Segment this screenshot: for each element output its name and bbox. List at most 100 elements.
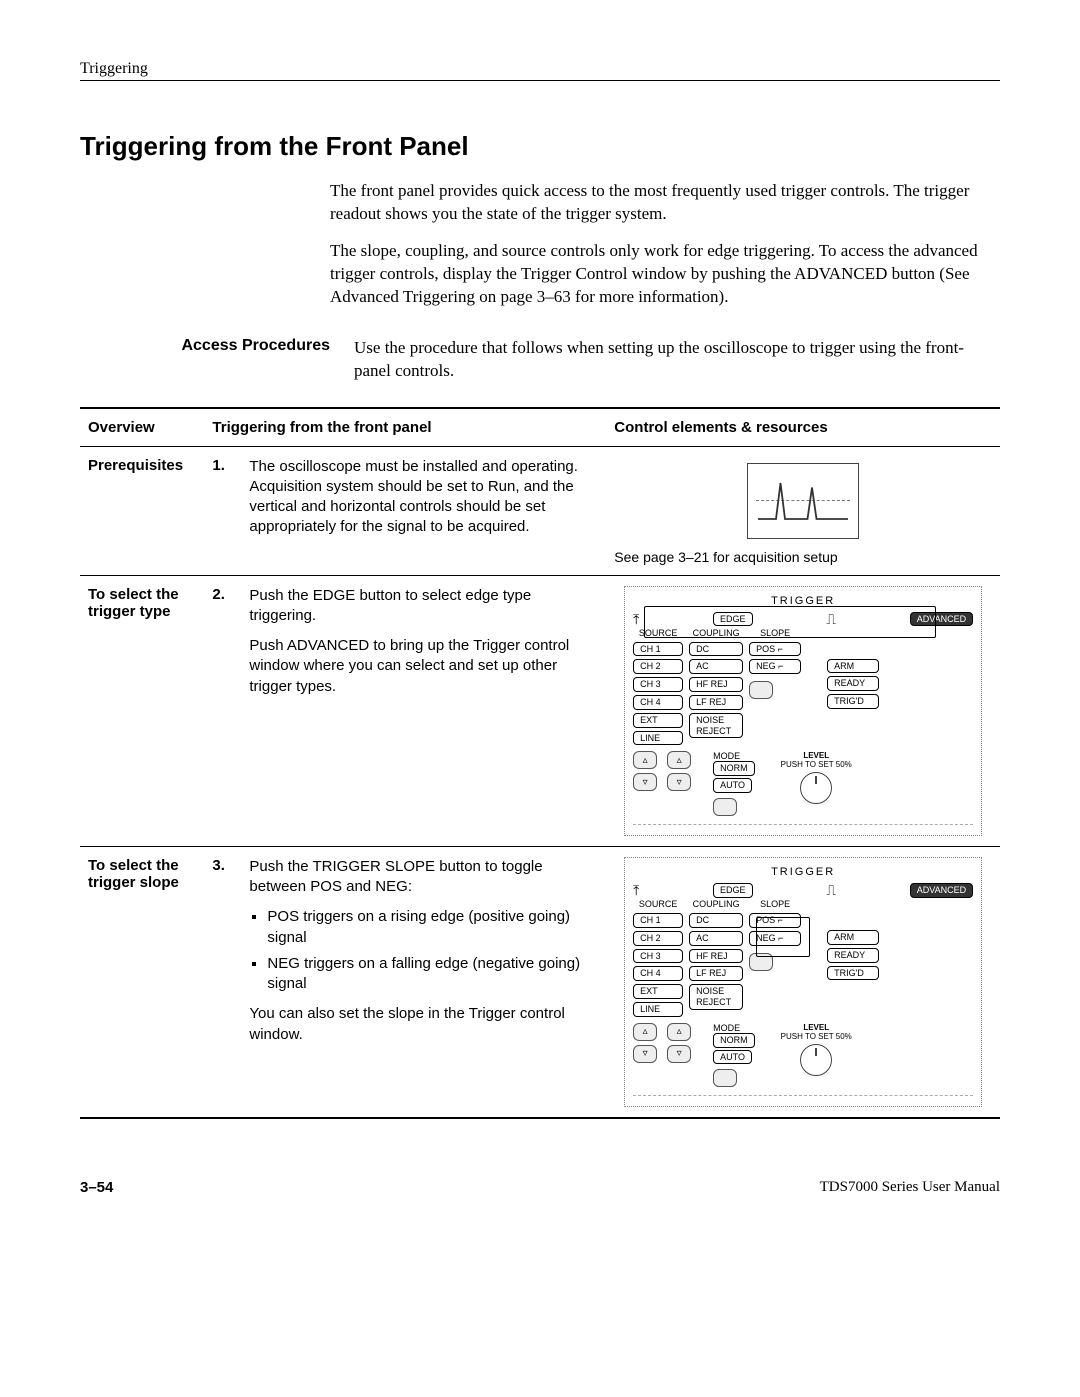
status-indicator: READY <box>827 948 879 963</box>
source-button[interactable]: CH 3 <box>633 677 683 692</box>
coupling-button[interactable]: LF REJ <box>689 695 743 710</box>
row-label: To select the trigger slope <box>80 846 204 1118</box>
mode-button[interactable]: AUTO <box>713 778 752 793</box>
trigger-panel: TRIGGER ⤒ EDGE ⎍ ADVANCED SOURCE CH 1 CH 2 CH 3 C… <box>624 857 982 1107</box>
level-block: LEVELPUSH TO SET 50% <box>781 751 852 804</box>
trigger-bottom-row: ▵ ▵ ▿ ▿ MODENORM AUTO LEVELPUSH TO SET 50% <box>633 751 973 818</box>
highlight-box-slope <box>756 917 810 957</box>
down-arrow-button-2[interactable]: ▿ <box>667 773 691 791</box>
waveform-icon <box>758 474 848 528</box>
source-button[interactable]: LINE <box>633 1002 683 1017</box>
coupling-button[interactable]: NOISE REJECT <box>689 984 743 1010</box>
slope-column: SLOPEPOS ⌐NEG ⌐ <box>749 628 801 746</box>
up-arrow-button[interactable]: ▵ <box>633 1023 657 1041</box>
down-arrow-button[interactable]: ▿ <box>633 1045 657 1063</box>
trigger-panel-title: TRIGGER <box>633 866 973 878</box>
slope-toggle-button[interactable] <box>749 681 773 699</box>
step-para: You can also set the slope in the Trigge… <box>249 1004 598 1045</box>
up-arrow-button[interactable]: ▵ <box>633 751 657 769</box>
source-button[interactable]: EXT <box>633 713 683 728</box>
down-arrow-button-2[interactable]: ▿ <box>667 1045 691 1063</box>
up-arrow-button-2[interactable]: ▵ <box>667 751 691 769</box>
rising-edge-icon: ⤒ <box>633 611 639 628</box>
coupling-button[interactable]: HF REJ <box>689 677 743 692</box>
source-button[interactable]: CH 4 <box>633 966 683 981</box>
page-running-head: Triggering <box>80 60 1000 81</box>
down-arrow-button[interactable]: ▿ <box>633 773 657 791</box>
level-block: LEVELPUSH TO SET 50% <box>781 1023 852 1076</box>
status-column: ARMREADYTRIG'D <box>827 628 879 746</box>
coupling-button[interactable]: AC <box>689 931 743 946</box>
coupling-button[interactable]: AC <box>689 659 743 674</box>
th-steps: Triggering from the front panel <box>204 408 606 447</box>
panel-bottom-dash <box>633 824 973 825</box>
resource-caption: See page 3–21 for acquisition setup <box>614 549 992 565</box>
section-title: Triggering from the Front Panel <box>80 131 1000 162</box>
intro-block: The front panel provides quick access to… <box>330 180 1000 309</box>
pulse-icon: ⎍ <box>826 882 836 899</box>
row-resource: TRIGGER⤒EDGE⎍ADVANCEDSOURCECH 1CH 2CH 3C… <box>606 575 1000 846</box>
level-knob[interactable] <box>800 1044 832 1076</box>
mode-button[interactable]: NORM <box>713 1033 755 1048</box>
row-step-num: 2. <box>204 575 241 846</box>
th-resources: Control elements & resources <box>606 408 1000 447</box>
source-column: SOURCECH 1CH 2CH 3CH 4EXTLINE <box>633 628 683 746</box>
rising-edge-icon: ⤒ <box>633 882 639 899</box>
source-button[interactable]: CH 1 <box>633 642 683 657</box>
status-indicator: TRIG'D <box>827 694 879 709</box>
step-bullets: POS triggers on a rising edge (positive … <box>267 907 598 994</box>
table-row: To select the trigger slope 3. Push the … <box>80 846 1000 1118</box>
access-procedures-label: Access Procedures <box>80 337 354 383</box>
slope-header: SLOPE <box>749 899 801 909</box>
mode-label: MODE <box>713 751 755 761</box>
source-button[interactable]: CH 3 <box>633 949 683 964</box>
coupling-button[interactable]: DC <box>689 913 743 928</box>
up-arrow-button-2[interactable]: ▵ <box>667 1023 691 1041</box>
mode-button[interactable]: NORM <box>713 761 755 776</box>
step-para: Push the TRIGGER SLOPE button to toggle … <box>249 857 598 898</box>
level-knob[interactable] <box>800 772 832 804</box>
coupling-button[interactable]: NOISE REJECT <box>689 713 743 739</box>
row-step-text: The oscilloscope must be installed and o… <box>241 446 606 575</box>
source-button[interactable]: CH 2 <box>633 659 683 674</box>
source-header: SOURCE <box>633 899 683 909</box>
coupling-button[interactable]: HF REJ <box>689 949 743 964</box>
panel-bottom-dash <box>633 1095 973 1096</box>
slope-button[interactable]: NEG ⌐ <box>749 659 801 674</box>
bullet-item: NEG triggers on a falling edge (negative… <box>267 954 598 995</box>
level-sublabel: PUSH TO SET 50% <box>781 1032 852 1041</box>
source-column: SOURCE CH 1 CH 2 CH 3 CH 4 EXT LINE <box>633 899 683 1017</box>
coupling-button[interactable]: LF REJ <box>689 966 743 981</box>
trigger-panel-wrap: TRIGGER ⤒ EDGE ⎍ ADVANCED SOURCE CH 1 CH 2 CH 3 C… <box>614 857 992 1107</box>
footer-manual-title: TDS7000 Series User Manual <box>820 1179 1000 1196</box>
level-label: LEVEL <box>781 1023 852 1032</box>
coupling-column: COUPLING DC AC HF REJ LF REJ NOISE REJECT <box>689 899 743 1017</box>
trigger-columns: SOURCECH 1CH 2CH 3CH 4EXTLINECOUPLINGDCA… <box>633 628 973 746</box>
mode-block: MODENORMAUTO <box>713 1023 755 1090</box>
source-button[interactable]: LINE <box>633 731 683 746</box>
source-button[interactable]: CH 1 <box>633 913 683 928</box>
trigger-panel-wrap: TRIGGER⤒EDGE⎍ADVANCEDSOURCECH 1CH 2CH 3C… <box>614 586 992 836</box>
access-procedures-text: Use the procedure that follows when sett… <box>354 337 1000 383</box>
row-step-num: 3. <box>204 846 241 1118</box>
coupling-button[interactable]: DC <box>689 642 743 657</box>
acquisition-thumbnail <box>747 463 859 539</box>
mode-toggle-button[interactable] <box>713 798 737 816</box>
slope-button[interactable]: POS ⌐ <box>749 642 801 657</box>
source-button[interactable]: CH 2 <box>633 931 683 946</box>
source-button[interactable]: EXT <box>633 984 683 999</box>
footer-page-number: 3–54 <box>80 1179 113 1196</box>
mode-button[interactable]: AUTO <box>713 1050 752 1065</box>
arrow-buttons-group: ▵ ▵ ▿ ▿ <box>633 1023 691 1063</box>
status-indicator: READY <box>827 676 879 691</box>
row-resource: TRIGGER ⤒ EDGE ⎍ ADVANCED SOURCE CH 1 CH 2 CH 3 C… <box>606 846 1000 1118</box>
source-button[interactable]: CH 4 <box>633 695 683 710</box>
advanced-button[interactable]: ADVANCED <box>910 883 973 898</box>
mode-toggle-button[interactable] <box>713 1069 737 1087</box>
coupling-header: COUPLING <box>689 899 743 909</box>
bullet-item: POS triggers on a rising edge (positive … <box>267 907 598 948</box>
edge-button[interactable]: EDGE <box>713 883 753 898</box>
intro-para-2: The slope, coupling, and source controls… <box>330 240 1000 309</box>
table-row: Prerequisites 1. The oscilloscope must b… <box>80 446 1000 575</box>
row-resource: See page 3–21 for acquisition setup <box>606 446 1000 575</box>
